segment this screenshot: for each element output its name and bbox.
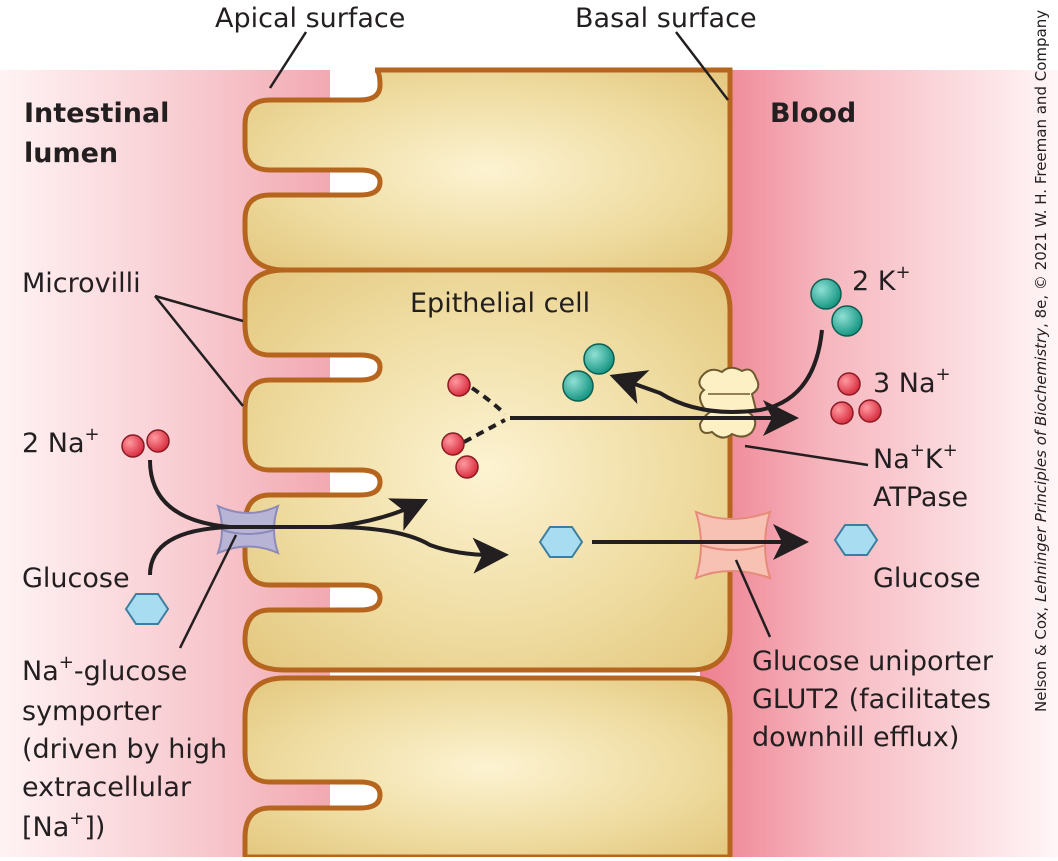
k-entry-arrow — [609, 329, 824, 414]
symporter-label-line1: Na+-glucose — [22, 652, 187, 687]
microvilli-leader-2 — [154, 295, 244, 407]
symporter-leader — [178, 534, 238, 649]
microvilli-leader-1 — [154, 294, 244, 323]
uniporter-leader — [734, 559, 772, 638]
uniporter-label-line2: GLUT2 (facilitates — [752, 684, 991, 715]
sodium-ion — [121, 434, 145, 458]
apical-leader — [268, 31, 308, 89]
symporter-label-line4: extracellular — [22, 772, 192, 803]
na-left-text: 2 Na — [22, 428, 85, 459]
symporter-bracket-na: [Na — [22, 812, 69, 843]
glucose-molecule — [833, 524, 879, 556]
leader-lines — [154, 31, 869, 649]
transport-arrows — [148, 329, 824, 576]
k-right-charge: + — [895, 262, 910, 283]
epithelial-cell-middle[interactable] — [242, 267, 733, 673]
glucose-entry-arrow — [148, 525, 509, 576]
sodium-ion — [830, 401, 854, 425]
symporter-glucose: -glucose — [74, 656, 188, 687]
potassium-ion — [562, 370, 594, 402]
uniporter-label-line3: downhill efflux) — [752, 722, 959, 753]
symporter-na-charge: + — [59, 652, 74, 673]
atpase-na-charge: + — [910, 440, 925, 461]
na-k-atpase[interactable] — [698, 366, 760, 439]
symporter-bracket-charge: + — [69, 808, 84, 829]
k-right-text: 2 K — [852, 266, 897, 297]
potassium-ion — [583, 343, 615, 375]
symporter-label-line3: (driven by high — [22, 734, 227, 765]
na-dashed-1 — [470, 386, 507, 416]
copyright-credit: Nelson & Cox, Lehninger Principles of Bi… — [1032, 10, 1050, 712]
glucose-molecule — [538, 526, 584, 558]
sodium-ion — [146, 429, 170, 453]
atpase-na: Na — [873, 444, 910, 475]
glucose-left-label: Glucose — [22, 563, 130, 594]
epithelial-cell-top — [242, 67, 733, 273]
sodium-ion — [455, 455, 479, 479]
apical-surface-label: Apical surface — [215, 3, 405, 34]
symporter-na: Na — [22, 656, 59, 687]
na-glucose-symporter[interactable] — [216, 504, 280, 555]
microvilli-label: Microvilli — [22, 268, 141, 299]
na-left-charge: + — [85, 424, 100, 445]
symporter-label-line5: [Na+]) — [22, 808, 105, 843]
symporter-bracket-close: ]) — [84, 812, 105, 843]
blood-region — [700, 70, 1058, 857]
epithelial-cell-label: Epithelial cell — [410, 288, 590, 319]
molecules — [121, 278, 882, 625]
atpase-leader — [744, 444, 869, 467]
atpase-k-charge: + — [943, 440, 958, 461]
uniporter-label-line1: Glucose uniporter — [752, 646, 994, 677]
na-right-text: 3 Na — [873, 368, 936, 399]
na-dashed-2 — [463, 418, 506, 444]
epithelial-cell-bottom — [242, 675, 733, 860]
credit-book: Lehninger Principles of Biochemistry — [1032, 327, 1050, 602]
symporter-label-line2: symporter — [22, 696, 162, 727]
na-left-label: 2 Na+ — [22, 424, 100, 459]
credit-prefix: Nelson & Cox, — [1032, 602, 1050, 712]
potassium-ion — [831, 305, 863, 337]
na-right-charge: + — [936, 364, 951, 385]
basal-leader — [675, 31, 729, 101]
intestinal-lumen-label-line1: Intestinal — [24, 98, 169, 129]
glucose-right-label: Glucose — [873, 563, 981, 594]
sodium-ion — [441, 432, 465, 456]
k-right-label: 2 K+ — [852, 262, 911, 297]
sodium-ion — [858, 399, 882, 423]
glut2-uniporter[interactable] — [694, 510, 772, 580]
sodium-ion — [447, 373, 471, 397]
credit-suffix: , 8e, © 2021 W. H. Freeman and Company — [1032, 10, 1050, 328]
blood-label: Blood — [770, 98, 856, 129]
atpase-k: K — [925, 444, 944, 475]
basal-surface-label: Basal surface — [575, 3, 757, 34]
potassium-ion — [810, 278, 842, 310]
atpase-label-line1: Na+K+ — [873, 440, 958, 475]
sodium-ion — [837, 372, 861, 396]
atpase-label-line2: ATPase — [873, 482, 968, 513]
na-right-label: 3 Na+ — [873, 364, 951, 399]
intestinal-lumen-label-line2: lumen — [24, 138, 118, 169]
glucose-molecule — [124, 593, 170, 625]
